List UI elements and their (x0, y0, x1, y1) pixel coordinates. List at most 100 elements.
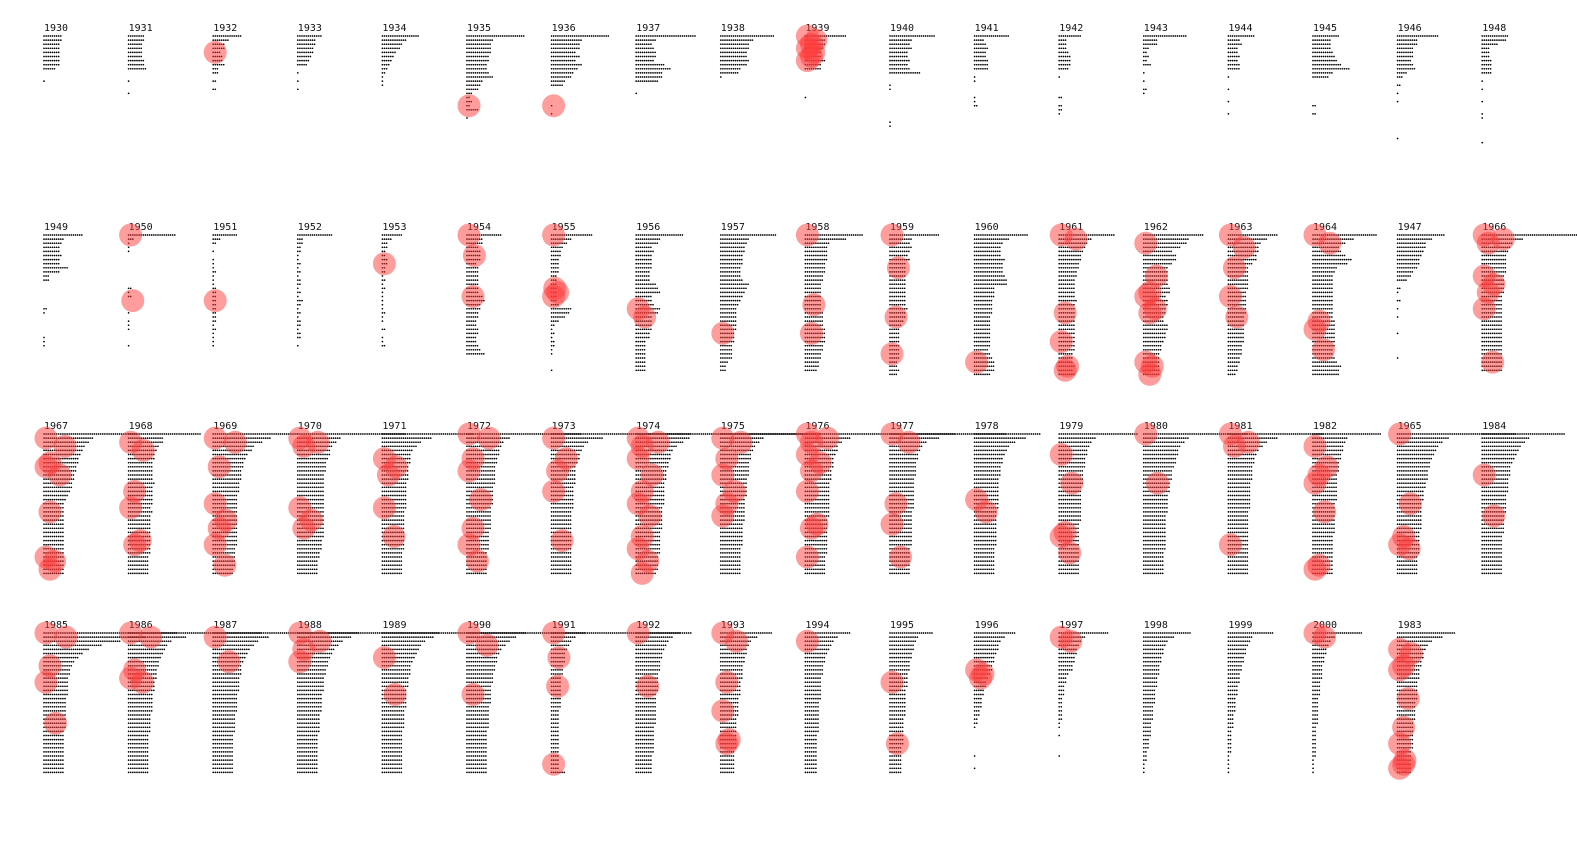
data-dot (654, 80, 656, 82)
data-dot (1161, 234, 1164, 236)
data-dot (1163, 328, 1166, 331)
data-dot (51, 39, 54, 41)
data-dot (647, 67, 650, 70)
data-dot (1066, 262, 1069, 265)
data-dot (474, 35, 477, 37)
data-dot (812, 361, 815, 363)
data-dot (641, 43, 644, 46)
data-dot (893, 43, 896, 46)
data-dot (557, 67, 559, 70)
data-dot (719, 47, 722, 50)
data-dot (812, 353, 815, 355)
data-dot (1060, 39, 1063, 41)
data-dot (554, 312, 557, 314)
data-dot (728, 55, 731, 58)
data-dot (722, 303, 724, 306)
data-dot (897, 279, 900, 281)
data-dot (575, 63, 578, 66)
data-dot (569, 55, 572, 58)
data-dot (975, 51, 978, 54)
dot-rows (635, 234, 684, 372)
year-panel-1932: 1932 (203, 23, 242, 91)
data-dot (726, 353, 728, 355)
data-dot (1227, 113, 1230, 115)
data-dot (738, 262, 741, 265)
data-dot (1062, 328, 1065, 331)
data-dot (1161, 258, 1164, 261)
data-dot (643, 283, 646, 286)
data-dot (559, 51, 561, 54)
data-dot (394, 35, 396, 37)
data-dot (563, 35, 566, 37)
data-dot (1489, 35, 1492, 37)
year-panel-1962: 1962 (1134, 222, 1204, 386)
data-dot (1481, 88, 1484, 91)
data-dot (1231, 55, 1234, 58)
data-dot (1178, 234, 1181, 236)
data-dot (973, 96, 976, 99)
data-dot (51, 43, 54, 46)
year-label: 1933 (298, 23, 322, 34)
data-dot (47, 262, 50, 265)
data-dot (740, 39, 743, 41)
data-dot (70, 234, 73, 236)
data-dot (901, 67, 904, 70)
data-dot (1142, 63, 1145, 66)
data-dot (732, 254, 735, 257)
data-dot (482, 47, 485, 50)
data-dot (468, 332, 470, 335)
data-dot (922, 35, 925, 37)
data-dot (554, 43, 557, 46)
data-dot (1403, 47, 1405, 50)
data-dot (994, 242, 997, 245)
data-dot (823, 336, 826, 339)
data-dot (470, 344, 473, 347)
data-dot (1233, 35, 1236, 37)
data-dot (1073, 328, 1075, 331)
data-dot (806, 361, 809, 363)
data-dot (730, 63, 733, 66)
data-dot (992, 283, 995, 286)
data-dot (975, 283, 978, 286)
data-dot (466, 47, 468, 50)
data-dot (998, 254, 1001, 257)
data-dot (973, 316, 976, 318)
data-dot (1487, 63, 1490, 66)
data-dot (1407, 47, 1409, 50)
data-dot (804, 279, 807, 281)
data-dot (903, 63, 906, 66)
data-dot (975, 59, 978, 62)
data-dot (664, 234, 667, 236)
data-dot (552, 39, 555, 41)
data-dot (719, 271, 722, 273)
data-dot (476, 51, 479, 54)
data-dot (973, 320, 976, 322)
data-dot (472, 275, 475, 277)
data-dot (650, 242, 652, 245)
data-dot (1316, 72, 1319, 74)
data-dot (719, 353, 722, 355)
data-dot (1064, 51, 1067, 54)
data-dot (745, 47, 747, 50)
data-dot (381, 291, 384, 294)
data-dot (392, 39, 394, 41)
data-dot (1403, 55, 1405, 58)
year-panel-1937: 1937 (635, 23, 696, 95)
data-dot (998, 35, 1001, 37)
data-dot (1405, 35, 1407, 37)
data-dot (1064, 299, 1067, 302)
data-dot (53, 67, 56, 70)
data-dot (656, 312, 659, 314)
data-dot (303, 43, 305, 46)
data-dot (554, 35, 557, 37)
data-dot (903, 279, 906, 281)
data-dot (1064, 262, 1067, 265)
data-dot (743, 291, 745, 294)
data-dot (740, 246, 743, 249)
data-dot (643, 357, 646, 359)
data-dot (53, 51, 56, 54)
data-dot (1324, 63, 1327, 66)
data-dot (550, 39, 553, 41)
data-dot (643, 275, 646, 277)
data-dot (724, 275, 726, 277)
